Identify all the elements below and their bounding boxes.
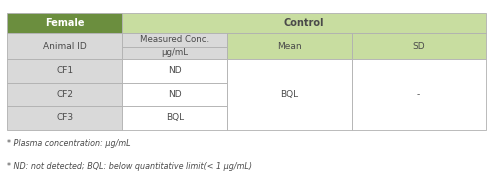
Text: * Plasma concentration: μg/mL: * Plasma concentration: μg/mL: [7, 139, 131, 148]
Bar: [7, 33, 122, 59]
Text: BQL: BQL: [281, 90, 299, 99]
Bar: [7, 59, 122, 83]
Text: Animal ID: Animal ID: [43, 42, 87, 51]
Bar: [7, 83, 122, 106]
Bar: [122, 33, 227, 47]
Bar: [122, 47, 227, 59]
Bar: [352, 59, 486, 130]
Text: ND: ND: [168, 90, 181, 99]
Text: BQL: BQL: [166, 113, 184, 122]
Text: Control: Control: [283, 18, 324, 28]
Bar: [227, 59, 352, 130]
Text: -: -: [417, 90, 420, 99]
Bar: [7, 13, 122, 33]
Text: Female: Female: [45, 18, 84, 28]
Text: ND: ND: [168, 66, 181, 75]
Bar: [122, 13, 486, 33]
Text: CF3: CF3: [56, 113, 73, 122]
Bar: [122, 83, 227, 106]
Text: Measured Conc.: Measured Conc.: [140, 35, 210, 44]
Text: * ND: not detected; BQL: below quantitative limit(< 1 μg/mL): * ND: not detected; BQL: below quantitat…: [7, 162, 252, 171]
Text: CF1: CF1: [56, 66, 73, 75]
Bar: [7, 106, 122, 130]
Text: Mean: Mean: [277, 42, 302, 51]
Bar: [227, 33, 352, 59]
Bar: [122, 106, 227, 130]
Text: CF2: CF2: [56, 90, 73, 99]
Bar: [352, 33, 486, 59]
Bar: [122, 59, 227, 83]
Text: SD: SD: [412, 42, 425, 51]
Text: μg/mL: μg/mL: [161, 48, 188, 57]
